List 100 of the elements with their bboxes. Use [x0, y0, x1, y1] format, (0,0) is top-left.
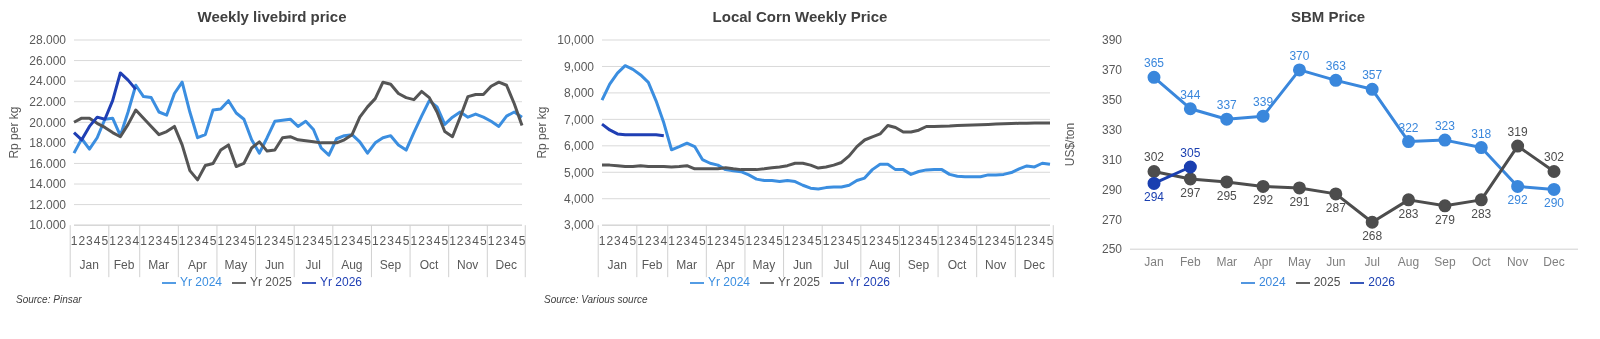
x-tick-label: 1 — [938, 234, 946, 249]
x-tick-label: 5 — [1046, 234, 1054, 249]
x-tick-label: 2 — [946, 234, 954, 249]
chart-title: Local Corn Weekly Price — [711, 8, 889, 27]
legend-label: Yr 2024 — [707, 275, 750, 290]
line-series — [600, 121, 1052, 172]
x-tick-label: 5 — [518, 234, 526, 249]
x-tick-label: 4 — [472, 234, 480, 249]
x-tick-label: 3 — [760, 234, 768, 249]
line-series — [72, 80, 524, 157]
x-tick-label: 1 — [410, 234, 418, 249]
x-tick-label: 1 — [217, 234, 225, 249]
point — [1365, 215, 1379, 229]
y-tick-label: 28.000 — [29, 33, 67, 48]
x-tick-label: 3 — [310, 234, 318, 249]
x-tick-label: 3 — [683, 234, 691, 249]
data-label: 370 — [1289, 48, 1310, 63]
x-tick-label: 3 — [464, 234, 472, 249]
point — [1329, 73, 1343, 87]
x-tick-label: Dec — [1543, 254, 1565, 269]
y-tick-label: 370 — [1101, 63, 1123, 78]
data-label: 292 — [1507, 193, 1528, 208]
x-tick-label: 5 — [325, 234, 333, 249]
x-tick-label: 2 — [147, 234, 155, 249]
y-tick-label: 12.000 — [29, 197, 67, 212]
y-tick-label: 310 — [1101, 152, 1123, 167]
data-label: 283 — [1398, 206, 1419, 221]
x-tick-label: Mar — [1216, 254, 1238, 269]
x-tick-label: 1 — [178, 234, 186, 249]
y-tick-label: 3,000 — [563, 218, 595, 233]
x-tick-label: 2 — [675, 234, 683, 249]
x-tick-label: May — [1288, 254, 1311, 269]
x-tick-label: 4 — [691, 234, 699, 249]
point — [1183, 160, 1197, 174]
point — [1547, 164, 1561, 178]
legend-label: Yr 2025 — [777, 275, 821, 290]
x-tick-label: 5 — [364, 234, 372, 249]
x-tick-label: 2 — [341, 234, 348, 249]
x-tick-label: 4 — [923, 234, 931, 249]
y-tick-label: 22.000 — [29, 94, 67, 109]
line-series — [72, 80, 524, 182]
point — [1147, 164, 1161, 178]
x-tick-label: 2 — [186, 234, 194, 249]
x-tick-label: 2 — [645, 234, 652, 249]
x-tick-label: 4 — [961, 234, 969, 249]
x-tick-label: 5 — [814, 234, 822, 249]
point — [1402, 193, 1416, 207]
y-tick-label: 5,000 — [563, 165, 595, 180]
data-label: 294 — [1143, 190, 1165, 205]
chart-title: Weekly livebird price — [196, 8, 348, 27]
data-label: 357 — [1362, 68, 1383, 83]
x-tick-label: 3 — [155, 234, 163, 249]
data-label: 287 — [1325, 200, 1347, 215]
x-tick-label: 2 — [418, 234, 426, 249]
x-tick-label: 3 — [915, 234, 923, 249]
source-note: Source: Various source — [543, 294, 649, 305]
x-tick-label: Apr — [1253, 254, 1273, 269]
point — [1147, 70, 1161, 84]
x-tick-label: 3 — [387, 234, 395, 249]
legend-label: Yr 2026 — [320, 275, 363, 290]
point — [1292, 181, 1306, 195]
point — [1511, 139, 1525, 153]
x-tick-label: 1 — [668, 234, 676, 249]
x-tick-label: 4 — [845, 234, 853, 249]
x-tick-label: 1 — [899, 234, 907, 249]
x-tick-label: 4 — [1000, 234, 1008, 249]
point — [1474, 141, 1488, 155]
y-tick-label: 24.000 — [29, 74, 67, 89]
data-label: 323 — [1434, 119, 1456, 134]
y-tick-label: 16.000 — [29, 156, 67, 171]
x-tick-label: 5 — [248, 234, 256, 249]
x-tick-label: 2 — [117, 234, 124, 249]
x-tick-label: 1 — [745, 234, 753, 249]
x-tick-label: Aug — [1397, 254, 1420, 269]
point — [1547, 182, 1561, 196]
x-tick-label: 4 — [884, 234, 892, 249]
data-label: 305 — [1180, 146, 1201, 160]
x-tick-label: 2 — [984, 234, 992, 249]
x-tick-label: 1 — [256, 234, 264, 249]
data-label: 297 — [1180, 185, 1201, 200]
x-tick-label: 2 — [495, 234, 503, 249]
x-tick-label: 3 — [838, 234, 846, 249]
x-tick-label: 4 — [729, 234, 737, 249]
x-tick-label: Jul — [1364, 254, 1380, 269]
x-tick-label: 1 — [784, 234, 792, 249]
data-label: 291 — [1289, 194, 1310, 209]
x-tick-label: 5 — [737, 234, 745, 249]
point — [1511, 179, 1525, 193]
data-label: 290 — [1543, 196, 1565, 211]
x-tick-label: 5 — [1008, 234, 1016, 249]
x-tick-label: 2 — [78, 234, 86, 249]
source-note: Source: Pinsar — [15, 294, 83, 305]
y-tick-label: 350 — [1101, 93, 1123, 108]
x-tick-label: 5 — [101, 234, 109, 249]
x-tick-label: 2 — [1023, 234, 1031, 249]
point — [1256, 109, 1270, 123]
data-label: 318 — [1471, 126, 1492, 141]
x-tick-label: 3 — [722, 234, 730, 249]
x-tick-label: Sep — [1434, 254, 1456, 269]
data-label: 283 — [1471, 206, 1492, 221]
